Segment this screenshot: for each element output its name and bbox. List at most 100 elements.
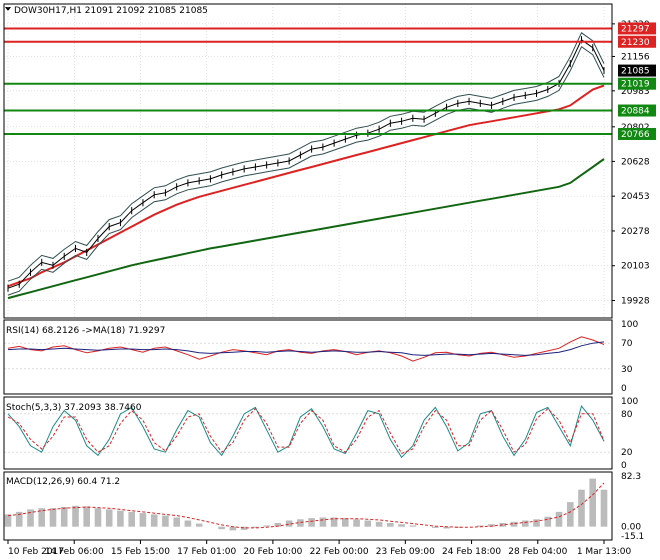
rsi-header: RSI(14) 68.2126 ->MA(18) 71.9297 bbox=[6, 326, 165, 336]
macd-tick-label: 82.3 bbox=[621, 472, 641, 482]
rsi-ma-line bbox=[7, 341, 605, 356]
macd-bar bbox=[364, 520, 372, 527]
x-tick-label: 14 Feb 06:00 bbox=[45, 547, 104, 557]
level-tag-label: 20766 bbox=[621, 130, 650, 140]
rsi-tick-label: 0 bbox=[621, 384, 627, 394]
macd-bar bbox=[263, 525, 270, 527]
macd-bar bbox=[229, 526, 237, 531]
band-lower-line bbox=[7, 45, 605, 296]
price-pane-frame bbox=[3, 3, 613, 319]
macd-pane-frame bbox=[3, 471, 613, 541]
level-tag-label: 20884 bbox=[621, 107, 650, 117]
macd-bar bbox=[4, 514, 12, 527]
macd-bar bbox=[409, 525, 417, 527]
y-tick-label: 19928 bbox=[621, 297, 650, 307]
macd-bar bbox=[544, 516, 552, 527]
macd-bar bbox=[578, 489, 585, 527]
macd-bar bbox=[150, 514, 158, 527]
level-tag bbox=[618, 77, 656, 90]
macd-bar bbox=[60, 507, 68, 527]
ma-slow-line bbox=[7, 158, 605, 300]
x-tick-label: 22 Feb 00:00 bbox=[310, 547, 369, 557]
current-price-tag bbox=[618, 64, 656, 77]
macd-bar bbox=[488, 524, 495, 527]
y-tick-label: 20628 bbox=[621, 157, 650, 167]
macd-bar bbox=[555, 511, 563, 527]
macd-bar bbox=[49, 508, 57, 527]
collapse-icon bbox=[5, 7, 11, 11]
macd-bar bbox=[432, 526, 439, 528]
y-tick-label: 20802 bbox=[621, 123, 650, 133]
y-tick-label: 20453 bbox=[621, 192, 650, 202]
macd-bar bbox=[72, 505, 79, 527]
x-tick-label: 24 Feb 18:00 bbox=[442, 547, 501, 557]
macd-bar bbox=[297, 519, 304, 527]
x-tick-label: 17 Feb 01:00 bbox=[177, 547, 236, 557]
stoch-d-line bbox=[7, 407, 605, 455]
y-tick-label: 20278 bbox=[621, 227, 650, 237]
macd-bar bbox=[105, 509, 113, 527]
macd-bar bbox=[589, 478, 596, 527]
macd-bar bbox=[274, 523, 282, 527]
level-tag bbox=[618, 22, 656, 35]
macd-bar bbox=[567, 502, 574, 527]
macd-tick-label: -15.1 bbox=[621, 532, 644, 542]
y-tick-label: 20983 bbox=[621, 87, 650, 97]
macd-bar bbox=[375, 521, 383, 527]
stoch-k-line bbox=[7, 405, 605, 459]
macd-bar bbox=[398, 524, 405, 527]
stoch-header: Stoch(5,3,3) 37.2093 38.7460 bbox=[6, 403, 142, 413]
stochastic-pane: 100 80 20 0 bbox=[3, 396, 638, 471]
rsi-pane: 100 70 30 0 bbox=[3, 319, 638, 395]
x-tick-label: 23 Feb 09:00 bbox=[376, 547, 435, 557]
rsi-line bbox=[7, 336, 605, 362]
y-tick-label: 20103 bbox=[621, 262, 650, 272]
x-tick-label: 20 Feb 10:00 bbox=[243, 547, 302, 557]
band-upper-line bbox=[7, 32, 605, 282]
macd-bar bbox=[342, 518, 349, 527]
macd-bar bbox=[477, 525, 484, 527]
macd-bar bbox=[308, 518, 315, 527]
macd-bar bbox=[128, 511, 135, 527]
macd-bar bbox=[173, 517, 180, 527]
macd-bar bbox=[443, 526, 450, 529]
macd-bar bbox=[195, 523, 203, 527]
macd-bar bbox=[499, 523, 507, 527]
stoch-pane-frame bbox=[3, 396, 613, 470]
stoch-tick-label: 100 bbox=[621, 397, 638, 407]
price-header: DOW30H17,H1 21091 21092 21085 21085 bbox=[14, 6, 208, 16]
macd-bar bbox=[252, 526, 259, 528]
macd-bar bbox=[240, 526, 248, 530]
macd-bar bbox=[522, 520, 529, 527]
macd-bar bbox=[600, 489, 608, 527]
macd-bar bbox=[510, 521, 518, 527]
rsi-pane-frame bbox=[3, 319, 613, 395]
macd-pane: 82.3 0.00-15.1 bbox=[3, 471, 644, 542]
rsi-tick-label: 30 bbox=[621, 365, 633, 375]
level-tag bbox=[618, 127, 656, 140]
macd-bar bbox=[117, 510, 124, 527]
macd-bar bbox=[387, 523, 394, 527]
stoch-tick-label: 20 bbox=[621, 448, 633, 458]
level-tag-label: 21230 bbox=[621, 38, 650, 48]
macd-tick-label: 0.00 bbox=[621, 523, 641, 533]
y-tick-label: 21156 bbox=[621, 52, 650, 62]
level-tag-label: 21297 bbox=[621, 24, 650, 34]
level-tag bbox=[618, 104, 656, 117]
macd-bar bbox=[184, 520, 192, 527]
macd-bar bbox=[38, 508, 45, 527]
stoch-tick-label: 0 bbox=[621, 461, 627, 471]
macd-bar bbox=[27, 509, 34, 527]
macd-bar bbox=[319, 517, 327, 527]
stoch-tick-label: 80 bbox=[621, 410, 633, 420]
macd-bar bbox=[285, 520, 293, 527]
x-tick-label: 1 Mar 13:00 bbox=[577, 547, 632, 557]
macd-bar bbox=[94, 508, 102, 527]
level-tag bbox=[618, 35, 656, 48]
rsi-tick-label: 100 bbox=[621, 320, 638, 330]
price-pane: 2132021156209832080220628204532027820103… bbox=[3, 3, 656, 319]
macd-bar bbox=[15, 511, 23, 527]
macd-bar bbox=[139, 513, 147, 527]
